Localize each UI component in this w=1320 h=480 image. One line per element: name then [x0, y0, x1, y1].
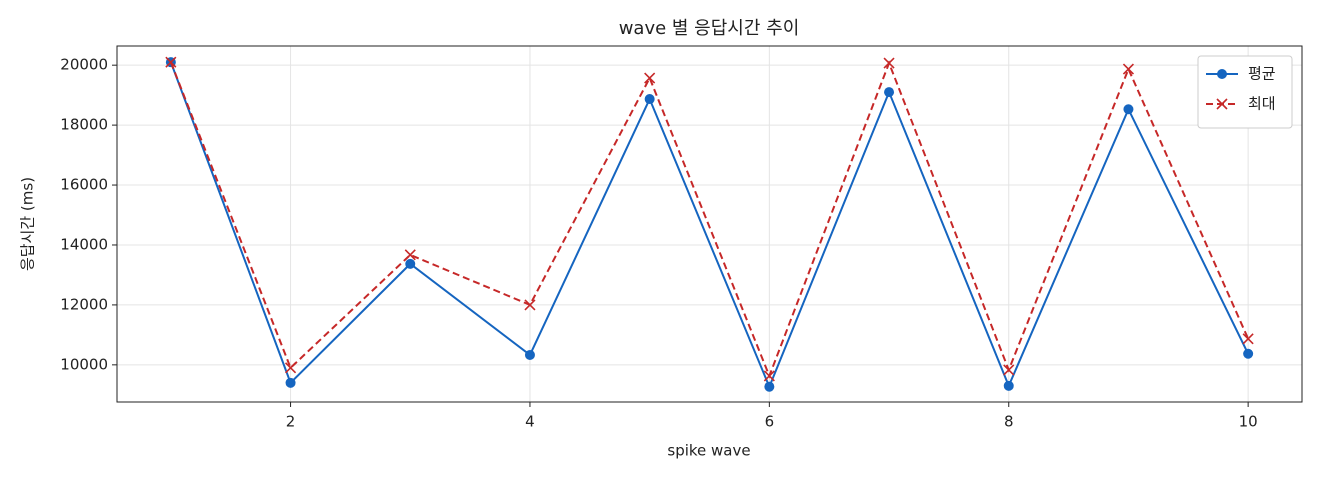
marker — [404, 249, 416, 261]
legend-label: 평균 — [1248, 65, 1276, 83]
series-line — [169, 60, 1250, 379]
y-tick-label: 18000 — [60, 116, 108, 134]
legend-box — [1197, 55, 1293, 129]
x-tick-label: 10 — [1239, 413, 1258, 431]
marker — [1123, 104, 1134, 115]
legend-label: 최대 — [1248, 95, 1276, 113]
legend-marker — [1216, 98, 1228, 110]
x-tick-label: 4 — [525, 413, 535, 431]
marker — [165, 56, 177, 68]
x-tick-label: 2 — [286, 413, 296, 431]
marker — [285, 377, 296, 388]
marker — [1243, 348, 1254, 359]
y-tick-label: 16000 — [60, 176, 108, 194]
x-tick-label: 6 — [765, 413, 775, 431]
marker — [405, 258, 416, 269]
marker — [524, 349, 535, 360]
marker — [1122, 63, 1135, 75]
marker — [763, 370, 775, 382]
marker — [524, 299, 536, 311]
marker — [1003, 364, 1015, 376]
marker — [764, 381, 775, 392]
plot-frame — [116, 45, 1303, 403]
marker — [884, 87, 895, 98]
marker — [644, 94, 655, 105]
marker — [644, 72, 656, 84]
x-axis-label: spike wave — [667, 442, 750, 460]
marker — [1242, 333, 1254, 345]
marker — [284, 362, 297, 374]
legend-marker — [1217, 69, 1227, 79]
y-tick-label: 10000 — [60, 355, 108, 373]
chart-title: wave 별 응답시간 추이 — [619, 18, 800, 39]
y-tick-label: 20000 — [60, 56, 108, 74]
series-line — [169, 61, 1250, 390]
y-tick-label: 12000 — [60, 295, 108, 313]
marker — [1003, 380, 1014, 391]
y-tick-label: 14000 — [60, 235, 108, 253]
y-axis-label: 응답시간 (ms) — [19, 177, 37, 271]
x-tick-label: 8 — [1004, 413, 1014, 431]
marker — [883, 57, 895, 69]
